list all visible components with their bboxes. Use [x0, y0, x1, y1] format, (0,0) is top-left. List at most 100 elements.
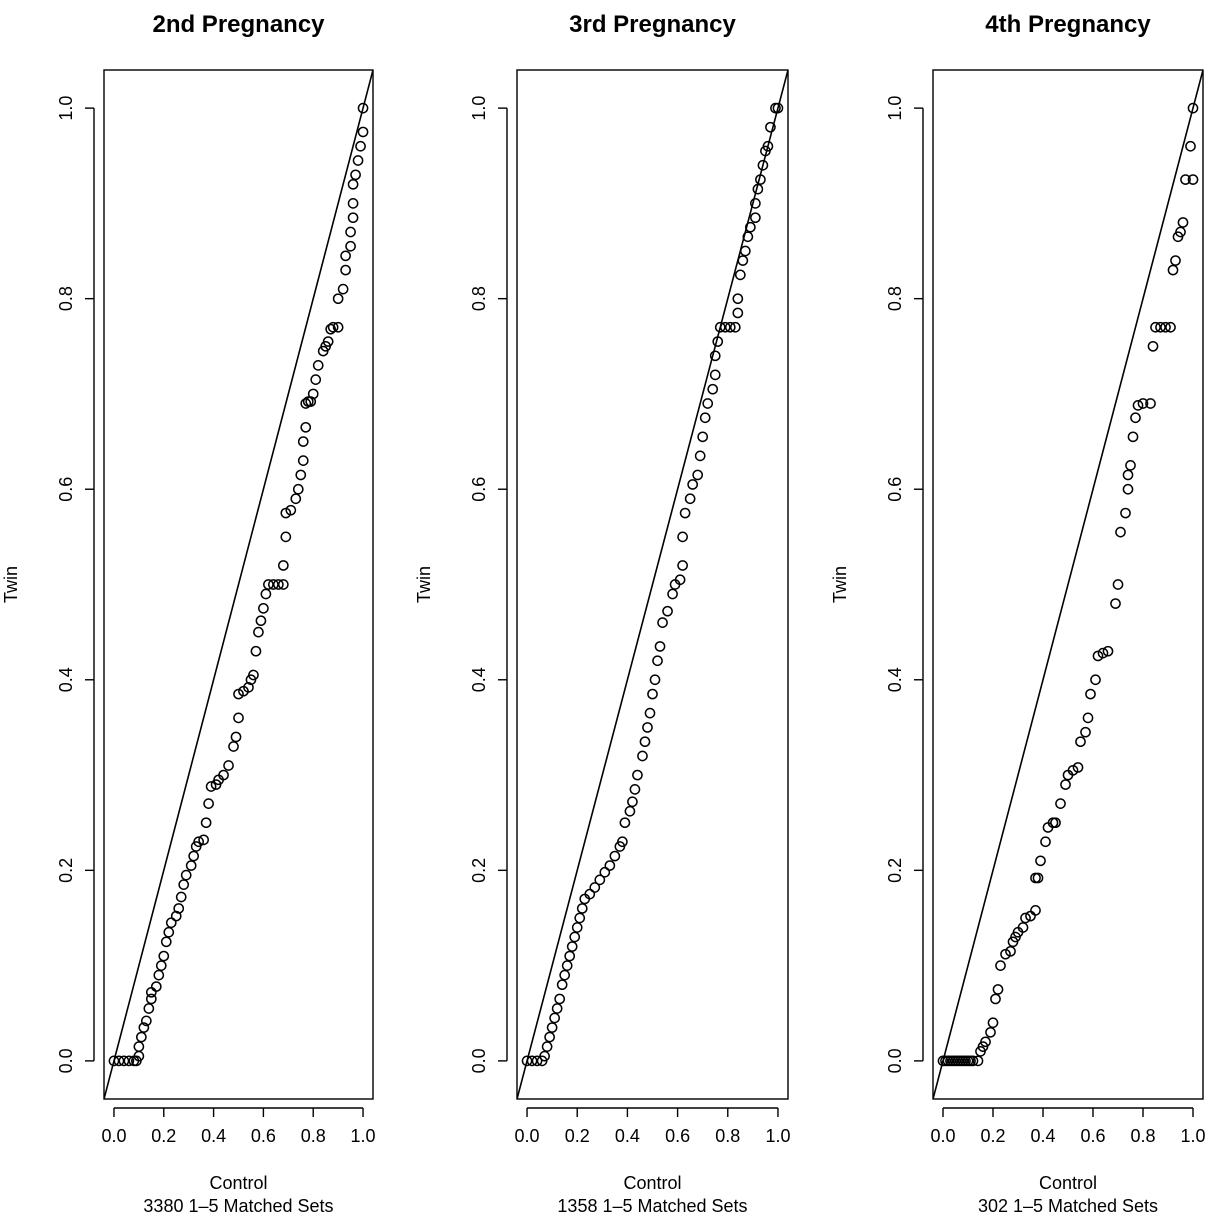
data-point: [185, 860, 197, 871]
x-tick-label: 0.8: [301, 1126, 326, 1146]
data-point: [1060, 779, 1071, 790]
plot-frame: [103, 69, 374, 1100]
data-point: [762, 140, 774, 152]
data-point: [654, 641, 666, 652]
data-point: [253, 626, 264, 638]
data-point: [243, 682, 254, 693]
y-axis-label: Twin: [414, 566, 434, 603]
data-point: [143, 1003, 155, 1014]
data-point: [697, 431, 709, 443]
y-tick-label: 0.6: [56, 477, 76, 502]
data-point: [1167, 264, 1179, 276]
y-tick-label: 0.4: [469, 667, 489, 692]
x-tick-label: 0.8: [715, 1126, 740, 1146]
data-point: [233, 712, 244, 724]
data-point: [1050, 817, 1061, 829]
data-point: [1145, 398, 1156, 409]
data-point: [1165, 321, 1176, 333]
data-point: [357, 102, 369, 114]
data-point: [624, 805, 636, 817]
plot-frame: [516, 69, 789, 1100]
data-point: [1030, 905, 1041, 916]
data-point: [345, 240, 356, 252]
panel-4th-pregnancy: 4th Pregnancy 0.0 0.2 0.4 0.6 0.8 1.0 0.0 0.2 0.4…: [830, 11, 1206, 1216]
data-point: [569, 931, 581, 943]
y-tick-label: 1.0: [56, 96, 76, 121]
data-point: [340, 264, 351, 276]
data-point: [300, 398, 312, 409]
data-point: [145, 993, 157, 1005]
data-point: [604, 860, 616, 871]
data-point: [198, 834, 209, 846]
data-point: [305, 396, 317, 407]
data-point: [1075, 736, 1086, 748]
data-point: [205, 781, 217, 792]
data-point: [322, 336, 334, 347]
data-point: [644, 707, 656, 719]
data-point: [248, 669, 259, 681]
data-point: [687, 479, 698, 490]
data-point: [1122, 469, 1134, 481]
data-point: [594, 874, 606, 886]
data-point: [1072, 762, 1084, 773]
reference-line: [933, 70, 1203, 1099]
y-tick-label: 0.0: [469, 1048, 489, 1073]
data-point: [549, 1012, 560, 1024]
data-point: [544, 1031, 555, 1043]
data-point: [734, 269, 746, 281]
data-point: [539, 1050, 550, 1062]
data-point: [332, 293, 344, 305]
data-point: [1185, 140, 1196, 152]
x-tick-label: 0.0: [101, 1126, 126, 1146]
panel-2nd-pregnancy: 2nd Pregnancy 0.0 0.2 0.4 0.6 0.8 1.0 0.0 0.2 0.4…: [1, 11, 376, 1216]
data-point: [277, 560, 289, 571]
data-point: [1040, 836, 1051, 848]
data-point: [188, 850, 200, 862]
data-point: [1127, 431, 1139, 443]
data-point: [260, 588, 272, 600]
data-point: [772, 102, 784, 114]
data-point: [692, 469, 704, 481]
data-point: [1187, 102, 1199, 114]
data-point: [347, 178, 359, 190]
x-tick-label: 0.0: [515, 1126, 540, 1146]
data-point: [118, 1055, 130, 1067]
data-point: [1130, 412, 1141, 424]
data-point: [972, 1055, 984, 1067]
data-point: [327, 321, 339, 333]
data-point: [310, 374, 322, 386]
data-point: [1170, 255, 1181, 266]
data-point: [990, 993, 1001, 1005]
data-point: [228, 741, 239, 752]
data-point: [699, 412, 711, 424]
data-point: [352, 155, 364, 166]
data-point: [312, 360, 324, 371]
data-point: [165, 917, 177, 929]
data-point: [1080, 726, 1091, 738]
data-point: [599, 866, 611, 878]
data-point: [123, 1055, 135, 1067]
data-point: [150, 981, 162, 992]
panel-3rd-pregnancy: 3rd Pregnancy 0.0 0.2 0.4 0.6 0.8 1.0 0.0 0.2 0.4…: [414, 11, 790, 1216]
data-point: [290, 493, 302, 505]
data-point: [1120, 507, 1131, 519]
data-point: [1005, 945, 1016, 957]
y-tick-label: 0.8: [56, 286, 76, 311]
x-axis-label: Control: [209, 1173, 267, 1193]
data-point: [350, 169, 361, 181]
data-point: [662, 605, 673, 617]
y-tick-label: 0.8: [885, 286, 905, 311]
chart-title: 2nd Pregnancy: [152, 11, 325, 38]
data-point: [765, 121, 776, 133]
data-point: [1112, 579, 1124, 590]
data-point: [541, 1041, 553, 1052]
chart-title: 3rd Pregnancy: [569, 11, 736, 38]
data-point: [546, 1022, 558, 1033]
x-tick-label: 1.0: [351, 1126, 376, 1146]
data-point: [707, 383, 719, 395]
data-point: [987, 1017, 999, 1029]
data-point: [729, 321, 741, 333]
data-point: [1147, 340, 1159, 352]
data-point: [985, 1026, 996, 1038]
